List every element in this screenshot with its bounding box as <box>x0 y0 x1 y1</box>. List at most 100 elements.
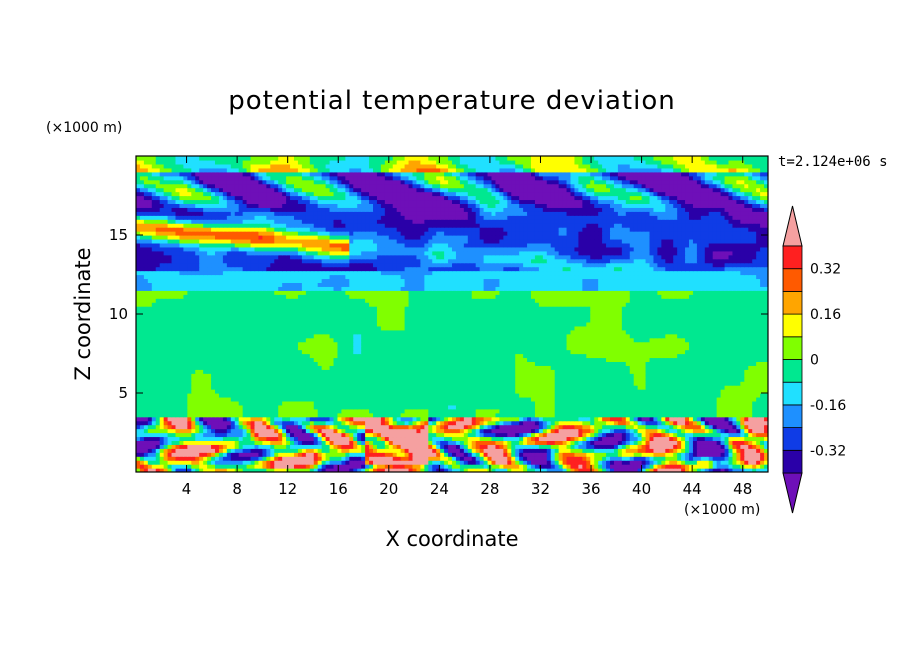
heatmap-cell <box>282 460 287 465</box>
heatmap-cell <box>357 369 362 374</box>
heatmap-cell <box>570 404 576 410</box>
heatmap-cell <box>594 381 599 386</box>
heatmap-cell <box>677 377 682 382</box>
heatmap-cell <box>574 385 579 390</box>
heatmap-cell <box>325 440 331 445</box>
heatmap-cell <box>696 381 702 386</box>
heatmap-cell <box>700 452 706 457</box>
heatmap-cell <box>136 468 141 472</box>
heatmap-cell <box>542 460 548 465</box>
heatmap-cell <box>574 381 579 386</box>
heatmap-cell <box>558 365 564 370</box>
heatmap-cell <box>531 365 536 370</box>
heatmap-cell <box>590 448 595 453</box>
heatmap-cell <box>538 444 544 449</box>
heatmap-cell <box>708 412 714 418</box>
heatmap-cell <box>282 349 287 355</box>
heatmap-cell <box>333 404 339 410</box>
heatmap-cell <box>613 381 619 386</box>
heatmap-cell <box>143 357 149 362</box>
heatmap-cell <box>712 456 718 461</box>
heatmap-cell <box>704 400 710 406</box>
heatmap-cell <box>704 444 710 449</box>
heatmap-cell <box>404 452 410 457</box>
heatmap-cell <box>191 400 196 406</box>
heatmap-cell <box>207 369 212 374</box>
heatmap-cell <box>617 420 623 426</box>
heatmap-cell <box>590 377 595 382</box>
heatmap-cell <box>487 444 493 449</box>
heatmap-cell <box>641 400 647 406</box>
heatmap-cell <box>238 448 244 453</box>
heatmap-cell <box>136 452 141 457</box>
heatmap-cell <box>503 408 508 414</box>
heatmap-cell <box>215 468 220 472</box>
heatmap-cell <box>254 369 260 374</box>
heatmap-cell <box>436 353 441 359</box>
heatmap-cell <box>696 365 702 370</box>
heatmap-cell <box>700 412 706 418</box>
heatmap-cell <box>582 369 587 374</box>
heatmap-cell <box>187 424 192 430</box>
heatmap-cell <box>222 353 228 359</box>
heatmap-cell <box>578 412 583 418</box>
heatmap-cell <box>704 404 710 410</box>
heatmap-cell <box>534 424 540 430</box>
heatmap-cell <box>226 448 232 453</box>
heatmap-cell <box>191 456 196 461</box>
heatmap-cell <box>685 436 690 441</box>
heatmap-cell <box>452 381 457 386</box>
heatmap-cell <box>554 448 560 453</box>
heatmap-cell <box>724 357 730 362</box>
heatmap-cell <box>621 408 627 414</box>
heatmap-cell <box>471 412 477 418</box>
heatmap-cell <box>700 349 706 355</box>
heatmap-cell <box>337 365 342 370</box>
heatmap-cell <box>254 436 260 441</box>
heatmap-cell <box>519 436 524 441</box>
heatmap-cell <box>479 452 485 457</box>
heatmap-cell <box>633 416 639 422</box>
heatmap-cell <box>728 353 734 359</box>
heatmap-cell <box>570 381 576 386</box>
heatmap-cell <box>448 460 453 465</box>
heatmap-cell <box>432 385 437 390</box>
heatmap-cell <box>483 460 489 465</box>
heatmap-cell <box>258 389 263 394</box>
heatmap-cell <box>487 381 493 386</box>
heatmap-cell <box>653 452 658 457</box>
heatmap-cell <box>139 436 145 441</box>
heatmap-cell <box>554 369 560 374</box>
heatmap-cell <box>570 452 576 457</box>
heatmap-cell <box>716 452 722 457</box>
heatmap-cell <box>199 448 204 453</box>
heatmap-cell <box>242 448 248 453</box>
heatmap-cell <box>673 396 678 402</box>
heatmap-cell <box>329 377 335 382</box>
heatmap-cell <box>270 468 275 472</box>
heatmap-cell <box>341 448 346 453</box>
heatmap-cell <box>712 353 718 359</box>
heatmap-cell <box>471 396 477 402</box>
heatmap-cell <box>720 361 726 366</box>
heatmap-cell <box>258 361 263 366</box>
heatmap-cell <box>155 369 161 374</box>
heatmap-cell <box>163 381 169 386</box>
heatmap-cell <box>183 389 188 394</box>
heatmap-cell <box>534 373 540 378</box>
heatmap-cell <box>436 468 441 472</box>
heatmap-cell <box>459 396 465 402</box>
heatmap-cell <box>649 432 655 438</box>
heatmap-cell <box>294 404 299 410</box>
heatmap-cell <box>159 456 165 461</box>
heatmap-cell <box>732 377 737 382</box>
heatmap-cell <box>534 377 540 382</box>
heatmap-cell <box>538 377 544 382</box>
heatmap-cell <box>641 396 647 402</box>
heatmap-cell <box>365 448 370 453</box>
heatmap-cell <box>531 420 536 426</box>
heatmap-cell <box>286 444 291 449</box>
heatmap-cell <box>151 444 157 449</box>
heatmap-cell <box>345 381 350 386</box>
heatmap-cell <box>159 365 165 370</box>
